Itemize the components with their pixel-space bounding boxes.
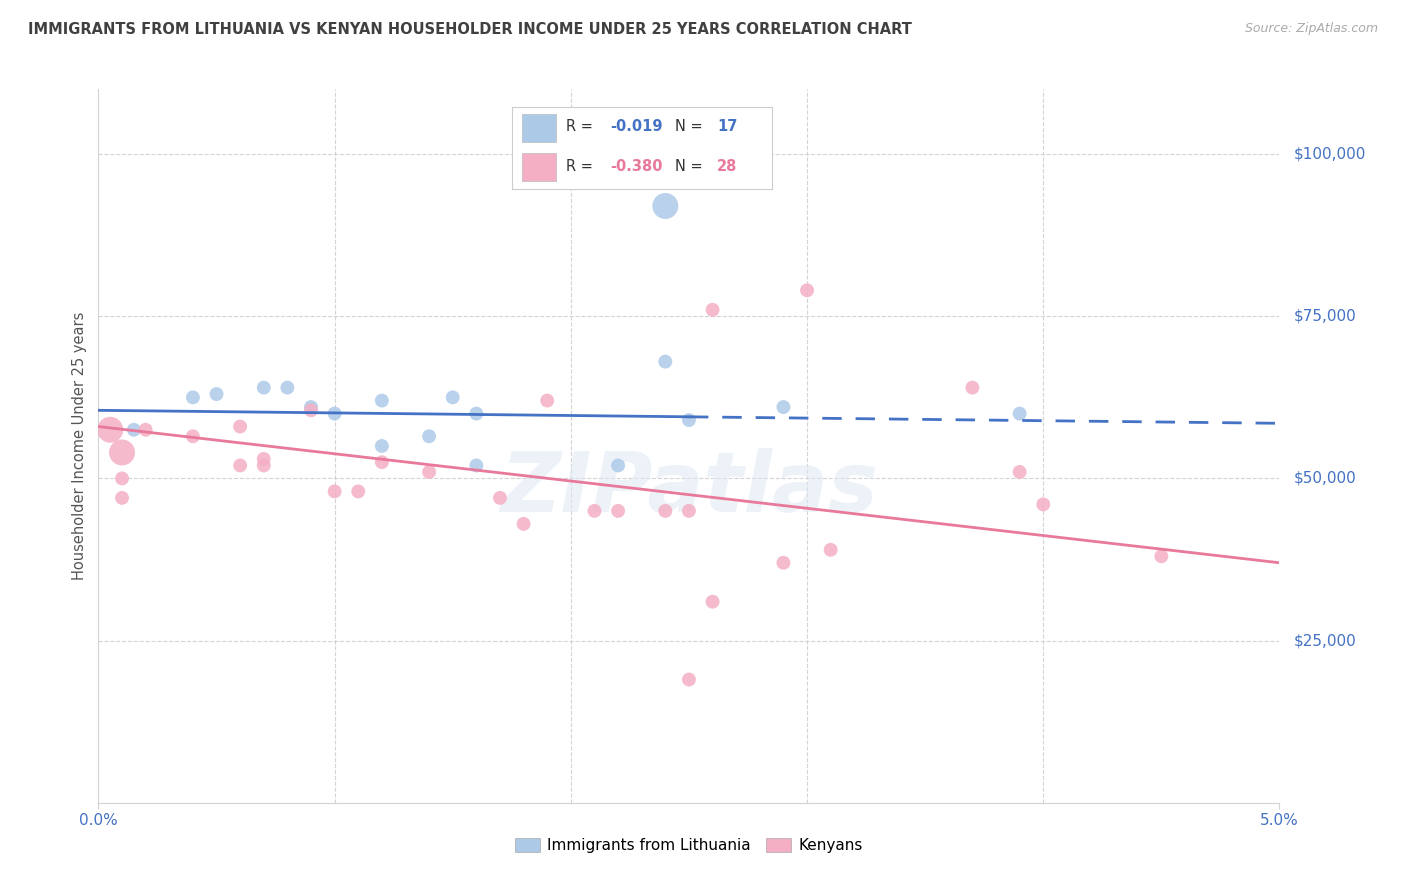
Legend: Immigrants from Lithuania, Kenyans: Immigrants from Lithuania, Kenyans xyxy=(509,832,869,859)
Text: -0.380: -0.380 xyxy=(610,159,664,174)
Point xyxy=(702,302,724,317)
Point xyxy=(1008,407,1031,421)
Point xyxy=(418,429,440,443)
Point xyxy=(347,484,370,499)
Text: -0.019: -0.019 xyxy=(610,120,664,134)
Point xyxy=(772,400,794,414)
Text: $75,000: $75,000 xyxy=(1294,309,1357,324)
Point xyxy=(418,465,440,479)
Point xyxy=(122,423,145,437)
Text: 28: 28 xyxy=(717,159,737,174)
Point xyxy=(1032,497,1054,511)
Point xyxy=(1150,549,1173,564)
Text: $25,000: $25,000 xyxy=(1294,633,1357,648)
Point xyxy=(796,283,818,297)
Point xyxy=(111,471,134,485)
Point xyxy=(962,381,984,395)
Point xyxy=(678,673,700,687)
Point xyxy=(181,390,204,404)
Point xyxy=(135,423,157,437)
Point xyxy=(253,458,276,473)
Point xyxy=(654,504,676,518)
Point xyxy=(323,484,346,499)
Text: R =: R = xyxy=(567,159,598,174)
Text: $100,000: $100,000 xyxy=(1294,146,1365,161)
Point xyxy=(371,455,394,469)
Bar xyxy=(522,153,555,181)
Point xyxy=(820,542,842,557)
Text: R =: R = xyxy=(567,120,598,134)
Point xyxy=(583,504,606,518)
Point xyxy=(536,393,558,408)
Text: Source: ZipAtlas.com: Source: ZipAtlas.com xyxy=(1244,22,1378,36)
Point xyxy=(111,445,134,459)
Point xyxy=(229,458,252,473)
Point xyxy=(1008,465,1031,479)
Text: IMMIGRANTS FROM LITHUANIA VS KENYAN HOUSEHOLDER INCOME UNDER 25 YEARS CORRELATIO: IMMIGRANTS FROM LITHUANIA VS KENYAN HOUS… xyxy=(28,22,912,37)
Point xyxy=(299,403,322,417)
Point xyxy=(702,595,724,609)
Text: N =: N = xyxy=(675,120,707,134)
Point xyxy=(276,381,298,395)
Point xyxy=(253,381,276,395)
Point xyxy=(654,354,676,368)
Point xyxy=(441,390,464,404)
Point xyxy=(465,458,488,473)
Text: ZIPatlas: ZIPatlas xyxy=(501,449,877,529)
Point xyxy=(607,458,630,473)
Point xyxy=(371,439,394,453)
Point xyxy=(98,423,121,437)
Point xyxy=(489,491,512,505)
Bar xyxy=(522,113,555,142)
Point xyxy=(253,452,276,467)
Point xyxy=(607,504,630,518)
Point xyxy=(772,556,794,570)
Point xyxy=(229,419,252,434)
Point xyxy=(371,393,394,408)
Text: 17: 17 xyxy=(717,120,737,134)
Point xyxy=(678,413,700,427)
Point xyxy=(512,516,534,531)
Point xyxy=(205,387,228,401)
Point xyxy=(111,491,134,505)
Text: $50,000: $50,000 xyxy=(1294,471,1357,486)
Text: N =: N = xyxy=(675,159,707,174)
Point xyxy=(323,407,346,421)
Point xyxy=(654,199,676,213)
Point xyxy=(181,429,204,443)
Y-axis label: Householder Income Under 25 years: Householder Income Under 25 years xyxy=(72,312,87,580)
Point xyxy=(678,504,700,518)
Point xyxy=(299,400,322,414)
Point xyxy=(465,407,488,421)
